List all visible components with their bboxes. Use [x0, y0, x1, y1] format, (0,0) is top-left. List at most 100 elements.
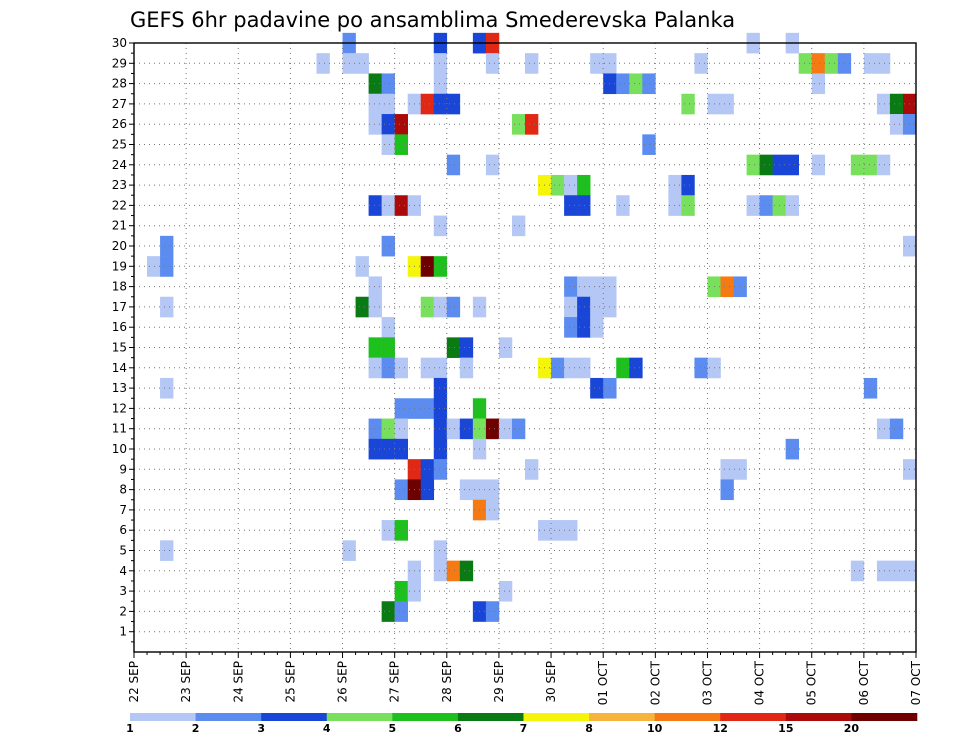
- data-cell: [577, 357, 591, 379]
- data-cell: [642, 134, 656, 155]
- data-cell: [551, 174, 565, 196]
- data-cell: [551, 520, 565, 541]
- data-cell: [876, 154, 891, 176]
- data-cell: [368, 73, 382, 95]
- data-cell: [876, 418, 891, 440]
- data-cell: [381, 438, 395, 460]
- data-cell: [811, 53, 826, 74]
- data-cell: [394, 418, 408, 440]
- y-tick-label: 12: [112, 401, 127, 415]
- y-tick-label: 21: [112, 219, 127, 233]
- y-tick-label: 1: [119, 625, 127, 639]
- data-cell: [694, 53, 708, 74]
- data-cell: [629, 73, 643, 95]
- colorbar-label: 20: [844, 722, 860, 735]
- colorbar-label: 6: [454, 722, 462, 735]
- x-tick-label: 25 SEP: [283, 661, 297, 703]
- data-cell: [459, 479, 474, 501]
- data-cell: [577, 317, 591, 338]
- data-cell: [394, 195, 408, 216]
- cell-layer: [147, 32, 917, 622]
- data-cell: [564, 357, 578, 379]
- colorbar-swatch: [785, 713, 852, 721]
- y-tick-label: 20: [112, 239, 127, 253]
- data-cell: [590, 317, 604, 338]
- x-axis: 22 SEP 23 SEP 24 SEP 25 SEP 26 SEP 27 SEP 28 S…: [127, 652, 923, 705]
- data-cell: [433, 560, 448, 582]
- data-cell: [746, 195, 760, 216]
- data-cell: [720, 479, 734, 501]
- data-cell: [394, 134, 408, 155]
- data-cell: [368, 337, 382, 358]
- x-tick-label: 02 OCT: [648, 660, 662, 705]
- data-cell: [616, 73, 630, 95]
- data-cell: [511, 215, 526, 237]
- data-cell: [759, 195, 773, 216]
- data-cell: [564, 520, 578, 541]
- data-cell: [355, 53, 369, 74]
- y-tick-label: 14: [112, 361, 127, 375]
- data-cell: [720, 93, 734, 115]
- data-cell: [420, 479, 435, 501]
- data-cell: [433, 256, 448, 277]
- data-cell: [368, 418, 382, 440]
- data-cell: [394, 357, 408, 379]
- x-tick-label: 26 SEP: [336, 661, 350, 703]
- data-cell: [876, 93, 891, 115]
- x-tick-label: 27 SEP: [388, 661, 402, 703]
- y-tick-label: 2: [119, 604, 127, 618]
- colorbar-label: 4: [323, 722, 331, 735]
- data-cell: [420, 357, 435, 379]
- data-cell: [459, 560, 474, 582]
- data-cell: [824, 53, 839, 74]
- data-cell: [368, 93, 382, 115]
- data-cell: [850, 154, 865, 176]
- data-cell: [381, 195, 395, 216]
- x-tick-label: 24 SEP: [231, 661, 245, 703]
- y-tick-label: 26: [112, 117, 127, 131]
- y-tick-label: 9: [119, 462, 127, 476]
- data-cell: [368, 195, 382, 216]
- data-cell: [511, 418, 526, 440]
- data-cell: [485, 499, 500, 521]
- y-tick-label: 18: [112, 280, 127, 294]
- x-tick-label: 04 OCT: [753, 660, 767, 705]
- data-cell: [160, 256, 174, 277]
- colorbar-swatch: [523, 713, 590, 721]
- data-cell: [368, 296, 382, 318]
- data-cell: [733, 459, 747, 480]
- colorbar-swatch: [654, 713, 721, 721]
- data-cell: [368, 357, 382, 379]
- data-cell: [381, 114, 395, 135]
- data-cell: [590, 296, 604, 318]
- data-cell: [811, 154, 826, 176]
- data-cell: [564, 296, 578, 318]
- data-cell: [420, 256, 435, 277]
- data-cell: [433, 53, 448, 74]
- data-cell: [446, 154, 461, 176]
- colorbar-swatch: [130, 713, 196, 721]
- data-cell: [433, 438, 448, 460]
- data-cell: [850, 560, 865, 582]
- y-tick-label: 25: [112, 138, 127, 152]
- data-cell: [525, 459, 539, 480]
- y-tick-label: 8: [119, 483, 127, 497]
- data-cell: [551, 357, 565, 379]
- data-cell: [720, 276, 734, 298]
- x-tick-label: 03 OCT: [700, 660, 714, 705]
- data-cell: [759, 154, 773, 176]
- data-cell: [160, 377, 174, 399]
- data-cell: [577, 296, 591, 318]
- data-cell: [498, 580, 513, 602]
- data-cell: [394, 398, 408, 419]
- data-cell: [485, 601, 500, 622]
- data-cell: [485, 479, 500, 501]
- data-cell: [446, 296, 461, 318]
- y-tick-label: 11: [112, 422, 127, 436]
- data-cell: [616, 195, 630, 216]
- data-cell: [746, 154, 760, 176]
- data-cell: [564, 276, 578, 298]
- data-cell: [785, 195, 799, 216]
- y-tick-label: 10: [112, 442, 127, 456]
